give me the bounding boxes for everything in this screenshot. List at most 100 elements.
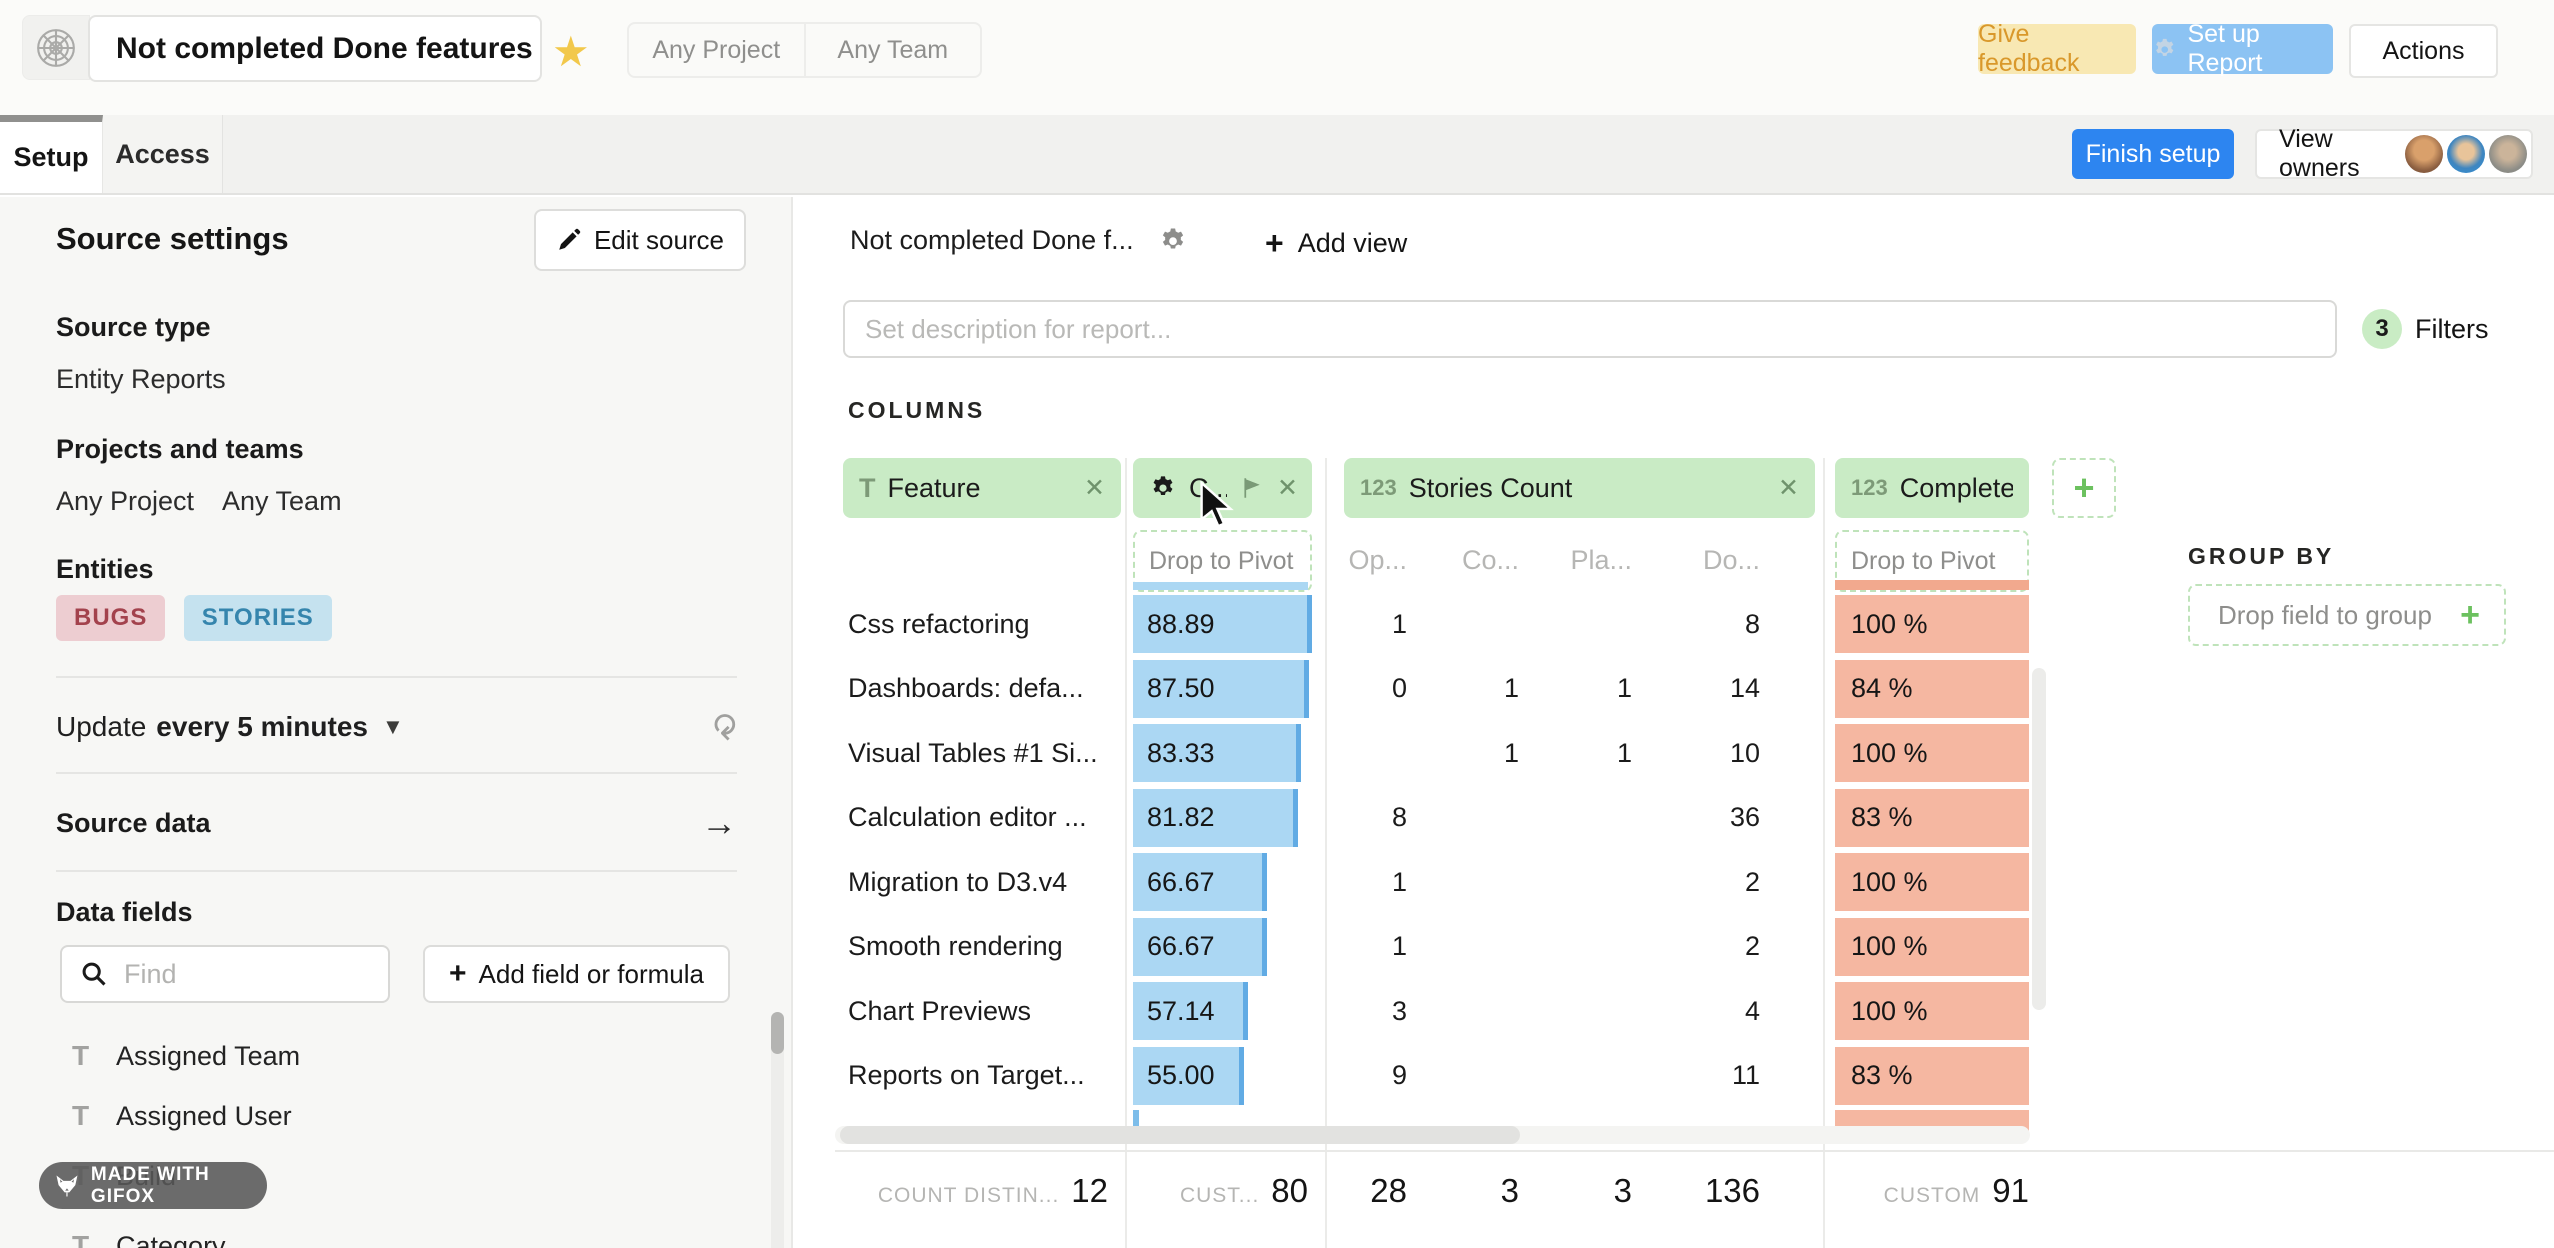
filters-button[interactable]: Filters bbox=[2415, 314, 2489, 344]
find-field-search[interactable] bbox=[60, 945, 390, 1003]
team-scope-chip[interactable]: Any Team bbox=[803, 24, 981, 76]
stories-count-cell: 1 bbox=[1503, 737, 1519, 768]
field-item-assigned-team[interactable]: T Assigned Team bbox=[72, 1035, 672, 1077]
field-item-assigned-user[interactable]: T Assigned User bbox=[72, 1095, 672, 1137]
add-column-button[interactable]: + bbox=[2052, 458, 2116, 518]
complete-percent-cell: 100 % bbox=[1835, 595, 2029, 653]
owner-avatar bbox=[2405, 135, 2443, 173]
project-scope-chip[interactable]: Any Project bbox=[652, 35, 781, 64]
table-row[interactable]: Dashboards: defa... 87.50 0 1 1 14 84 % bbox=[795, 657, 2125, 722]
feature-name-cell: Smooth rendering bbox=[848, 931, 1063, 962]
table-row[interactable]: Migration to D3.v4 66.67 1 2 100 % bbox=[795, 850, 2125, 915]
total-count-distinct: COUNT DISTIN... 12 bbox=[815, 1172, 1108, 1248]
table-rows: Css refactoring 88.89 1 8 100 % Dashboards: d… bbox=[795, 592, 2125, 1108]
tab-access[interactable]: Access bbox=[103, 115, 223, 193]
partial-bar-cell bbox=[1133, 1110, 1139, 1136]
report-title-input[interactable]: Not completed Done features bbox=[88, 15, 542, 82]
add-field-or-formula-button[interactable]: + Add field or formula bbox=[423, 945, 730, 1003]
set-up-report-label: Set up Report bbox=[2187, 20, 2263, 77]
set-up-report-button[interactable]: Set up Report bbox=[2152, 20, 2333, 77]
report-type-icon-box[interactable] bbox=[22, 15, 90, 80]
group-by-label: GROUP BY bbox=[2188, 543, 2335, 569]
stories-count-cell: 1 bbox=[1616, 737, 1632, 768]
sidebar-scrollbar-track[interactable] bbox=[771, 1012, 784, 1248]
update-prefix: Update bbox=[56, 711, 147, 742]
mouse-cursor bbox=[1200, 480, 1234, 528]
group-by-drop-zone[interactable]: Drop field to group + bbox=[2188, 584, 2506, 646]
footer-divider bbox=[835, 1150, 2554, 1152]
horizontal-scrollbar-thumb[interactable] bbox=[840, 1126, 1520, 1144]
favorite-star-icon[interactable]: ★ bbox=[552, 28, 590, 75]
view-tab-label: Not completed Done f... bbox=[850, 225, 1134, 255]
table-row[interactable]: Smooth rendering 66.67 1 2 100 % bbox=[795, 915, 2125, 980]
divider bbox=[56, 870, 737, 872]
table-row[interactable]: Visual Tables #1 Si... 83.33 1 1 10 100 % bbox=[795, 721, 2125, 786]
stories-count-cell: 0 bbox=[1391, 673, 1407, 704]
total-done: 136 bbox=[1704, 1172, 1760, 1209]
search-icon bbox=[82, 962, 106, 986]
column-chip-completed[interactable]: 123 Complete... bbox=[1835, 458, 2029, 518]
table-row[interactable]: Chart Previews 57.14 3 4 100 % bbox=[795, 979, 2125, 1044]
view-owners-button[interactable]: View owners bbox=[2255, 125, 2533, 182]
field-item-category[interactable]: T Category bbox=[72, 1225, 672, 1248]
feature-name-cell: Reports on Target... bbox=[848, 1060, 1085, 1091]
chevron-down-icon: ▼ bbox=[381, 714, 404, 739]
total-value: 12 bbox=[1071, 1172, 1108, 1209]
drop-to-pivot-zone[interactable]: Drop to Pivot bbox=[1133, 530, 1312, 592]
refresh-icon[interactable]: ⟳ bbox=[703, 712, 742, 742]
tabs-bar: Setup Access Finish setup View owners bbox=[0, 115, 2554, 195]
custom-bar-cell: 55.00 bbox=[1133, 1046, 1312, 1105]
view-settings-gear-icon[interactable] bbox=[1158, 226, 1188, 256]
gifox-label: MADE WITH GIFOX bbox=[90, 1163, 210, 1207]
source-data-link[interactable]: Source data → bbox=[56, 798, 737, 848]
subcolumn-header: Do... bbox=[1702, 545, 1760, 575]
complete-percent-cell: 100 % bbox=[1835, 917, 2029, 976]
partial-complete-cell bbox=[1835, 580, 2029, 590]
view-tab[interactable]: Not completed Done f... bbox=[850, 225, 1188, 256]
stories-badge[interactable]: STORIES bbox=[183, 595, 332, 641]
total-custom: CUST... 80 bbox=[1158, 1172, 1308, 1248]
remove-column-icon[interactable]: ✕ bbox=[1084, 474, 1105, 502]
add-field-label: Add field or formula bbox=[478, 958, 704, 989]
add-view-button[interactable]: + Add view bbox=[1265, 225, 1407, 262]
stories-count-cell bbox=[1419, 786, 1519, 851]
give-feedback-button[interactable]: Give feedback bbox=[1978, 20, 2136, 77]
sidebar-scrollbar-thumb[interactable] bbox=[771, 1012, 784, 1054]
tab-setup[interactable]: Setup bbox=[0, 115, 103, 193]
update-frequency-dropdown[interactable]: Update every 5 minutes ▼ ⟳ bbox=[56, 702, 742, 752]
total-completed: 3 bbox=[1500, 1172, 1519, 1209]
stories-count-cell: 2 bbox=[1744, 866, 1760, 897]
actions-button[interactable]: Actions bbox=[2349, 24, 2498, 78]
pivot-flag-icon[interactable] bbox=[1239, 475, 1265, 501]
find-input[interactable] bbox=[122, 957, 356, 991]
divider bbox=[56, 772, 737, 774]
column-chip-stories-count[interactable]: 123 Stories Count ✕ bbox=[1344, 458, 1815, 518]
remove-column-icon[interactable]: ✕ bbox=[1277, 474, 1298, 502]
column-chip-feature[interactable]: T Feature ✕ bbox=[843, 458, 1121, 518]
stories-count-cell bbox=[1532, 786, 1632, 851]
edit-source-button[interactable]: Edit source bbox=[534, 209, 746, 271]
stories-count-cell: 36 bbox=[1729, 802, 1760, 833]
stories-count-cell bbox=[1419, 915, 1519, 980]
source-data-label: Source data bbox=[56, 807, 211, 838]
filters-count-badge[interactable]: 3 bbox=[2362, 309, 2402, 349]
plus-icon: + bbox=[2460, 595, 2480, 634]
table-row[interactable]: Reports on Target... 55.00 9 11 83 % bbox=[795, 1044, 2125, 1109]
gear-icon bbox=[2156, 38, 2174, 56]
table-row[interactable]: Css refactoring 88.89 1 8 100 % bbox=[795, 592, 2125, 657]
bugs-badge[interactable]: BUGS bbox=[56, 595, 166, 641]
field-label: Assigned Team bbox=[116, 1040, 301, 1071]
stories-count-cell bbox=[1532, 592, 1632, 657]
report-description-input[interactable] bbox=[843, 300, 2337, 358]
remove-column-icon[interactable]: ✕ bbox=[1778, 474, 1799, 502]
complete-percent-cell: 83 % bbox=[1835, 1046, 2029, 1105]
table-row[interactable]: Calculation editor ... 81.82 8 36 83 % bbox=[795, 786, 2125, 851]
total-open: 28 bbox=[1370, 1172, 1407, 1209]
stories-count-cell bbox=[1532, 915, 1632, 980]
project-scope-value: Any Project bbox=[56, 486, 195, 516]
vertical-scrollbar-thumb[interactable] bbox=[2032, 668, 2046, 1010]
finish-setup-button[interactable]: Finish setup bbox=[2072, 129, 2234, 179]
stories-count-cell bbox=[1532, 1044, 1632, 1109]
entities-label: Entities bbox=[56, 554, 154, 584]
